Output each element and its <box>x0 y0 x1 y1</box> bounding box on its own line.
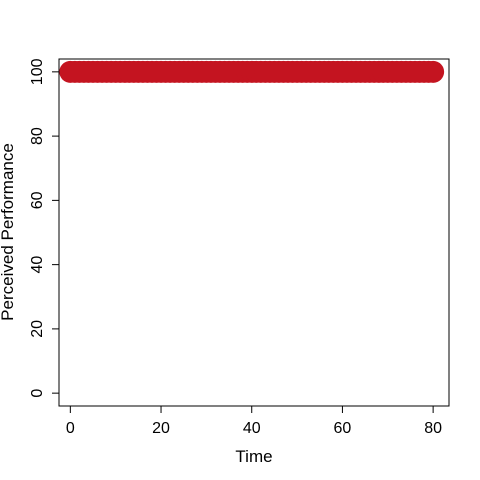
data-point <box>422 60 445 83</box>
plot-frame <box>58 58 450 407</box>
y-tick-label: 0 <box>29 389 46 398</box>
y-axis-title: Perceived Performance <box>0 143 17 321</box>
y-tick-label: 80 <box>29 127 46 145</box>
x-axis-title: Time <box>235 447 272 466</box>
y-tick-label: 60 <box>29 191 46 209</box>
y-tick-label: 40 <box>29 256 46 274</box>
x-tick-label: 20 <box>152 420 170 437</box>
x-tick-label: 60 <box>334 420 352 437</box>
x-axis: 0 20 40 60 80 <box>66 405 442 437</box>
data-points <box>59 60 445 83</box>
x-tick-label: 0 <box>66 420 75 437</box>
x-tick-label: 40 <box>243 420 261 437</box>
y-tick-label: 100 <box>29 58 46 85</box>
x-tick-label: 80 <box>424 420 442 437</box>
y-tick-label: 20 <box>29 320 46 338</box>
y-axis: 0 20 40 60 80 100 <box>29 58 60 398</box>
